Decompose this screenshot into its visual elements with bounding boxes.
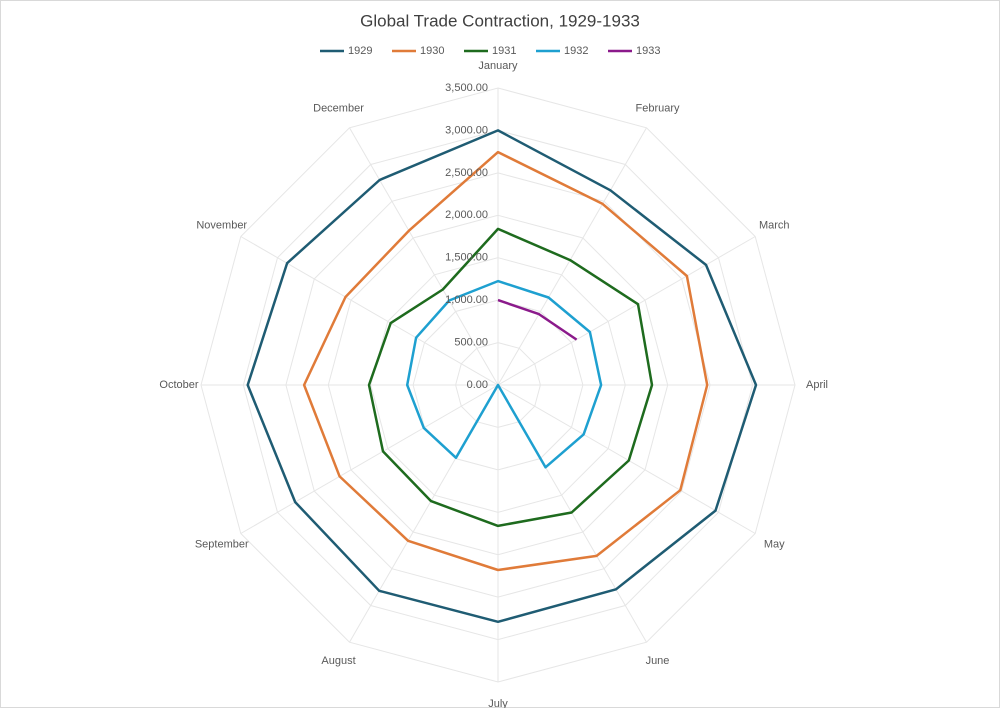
y-tick-label: 1,000.00 <box>445 294 488 306</box>
grid-layer <box>200 87 796 683</box>
y-tick-label: 3,000.00 <box>445 124 488 136</box>
spoke <box>240 384 499 534</box>
series-layer <box>246 129 758 624</box>
category-label: September <box>195 538 249 550</box>
series-line <box>405 279 603 469</box>
category-label: January <box>478 60 518 72</box>
y-tick-label: 500.00 <box>454 336 488 348</box>
category-label: June <box>646 655 670 667</box>
category-label: February <box>635 103 680 115</box>
series-line <box>246 129 758 624</box>
series-line <box>367 227 654 528</box>
legend-label: 1932 <box>564 45 588 57</box>
category-label: December <box>313 103 364 115</box>
label-layer: 0.00 500.00 1,000.00 1,500.00 2,000.00 2,500.… <box>159 45 828 708</box>
legend-label: 1930 <box>420 45 444 57</box>
category-label: November <box>196 219 247 231</box>
y-tick-label: 1,500.00 <box>445 252 488 264</box>
series-line <box>302 150 709 572</box>
y-tick-label: 2,500.00 <box>445 167 488 179</box>
legend-label: 1929 <box>348 45 372 57</box>
spoke <box>497 236 756 386</box>
category-label: August <box>321 655 355 667</box>
category-label: May <box>764 538 785 550</box>
category-label: April <box>806 379 828 391</box>
spoke <box>349 127 499 386</box>
category-label: July <box>488 698 508 708</box>
chart-title: Global Trade Contraction, 1929-1933 <box>360 11 640 30</box>
y-tick-label: 2,000.00 <box>445 209 488 221</box>
legend-label: 1931 <box>492 45 516 57</box>
spoke <box>497 384 756 534</box>
legend-label: 1933 <box>636 45 660 57</box>
category-label: March <box>759 219 790 231</box>
series-line <box>497 298 578 341</box>
category-label: October <box>159 379 198 391</box>
spoke <box>497 127 647 386</box>
spoke <box>240 236 499 386</box>
y-tick-label: 3,500.00 <box>445 82 488 94</box>
y-tick-label: 0.00 <box>467 379 488 391</box>
